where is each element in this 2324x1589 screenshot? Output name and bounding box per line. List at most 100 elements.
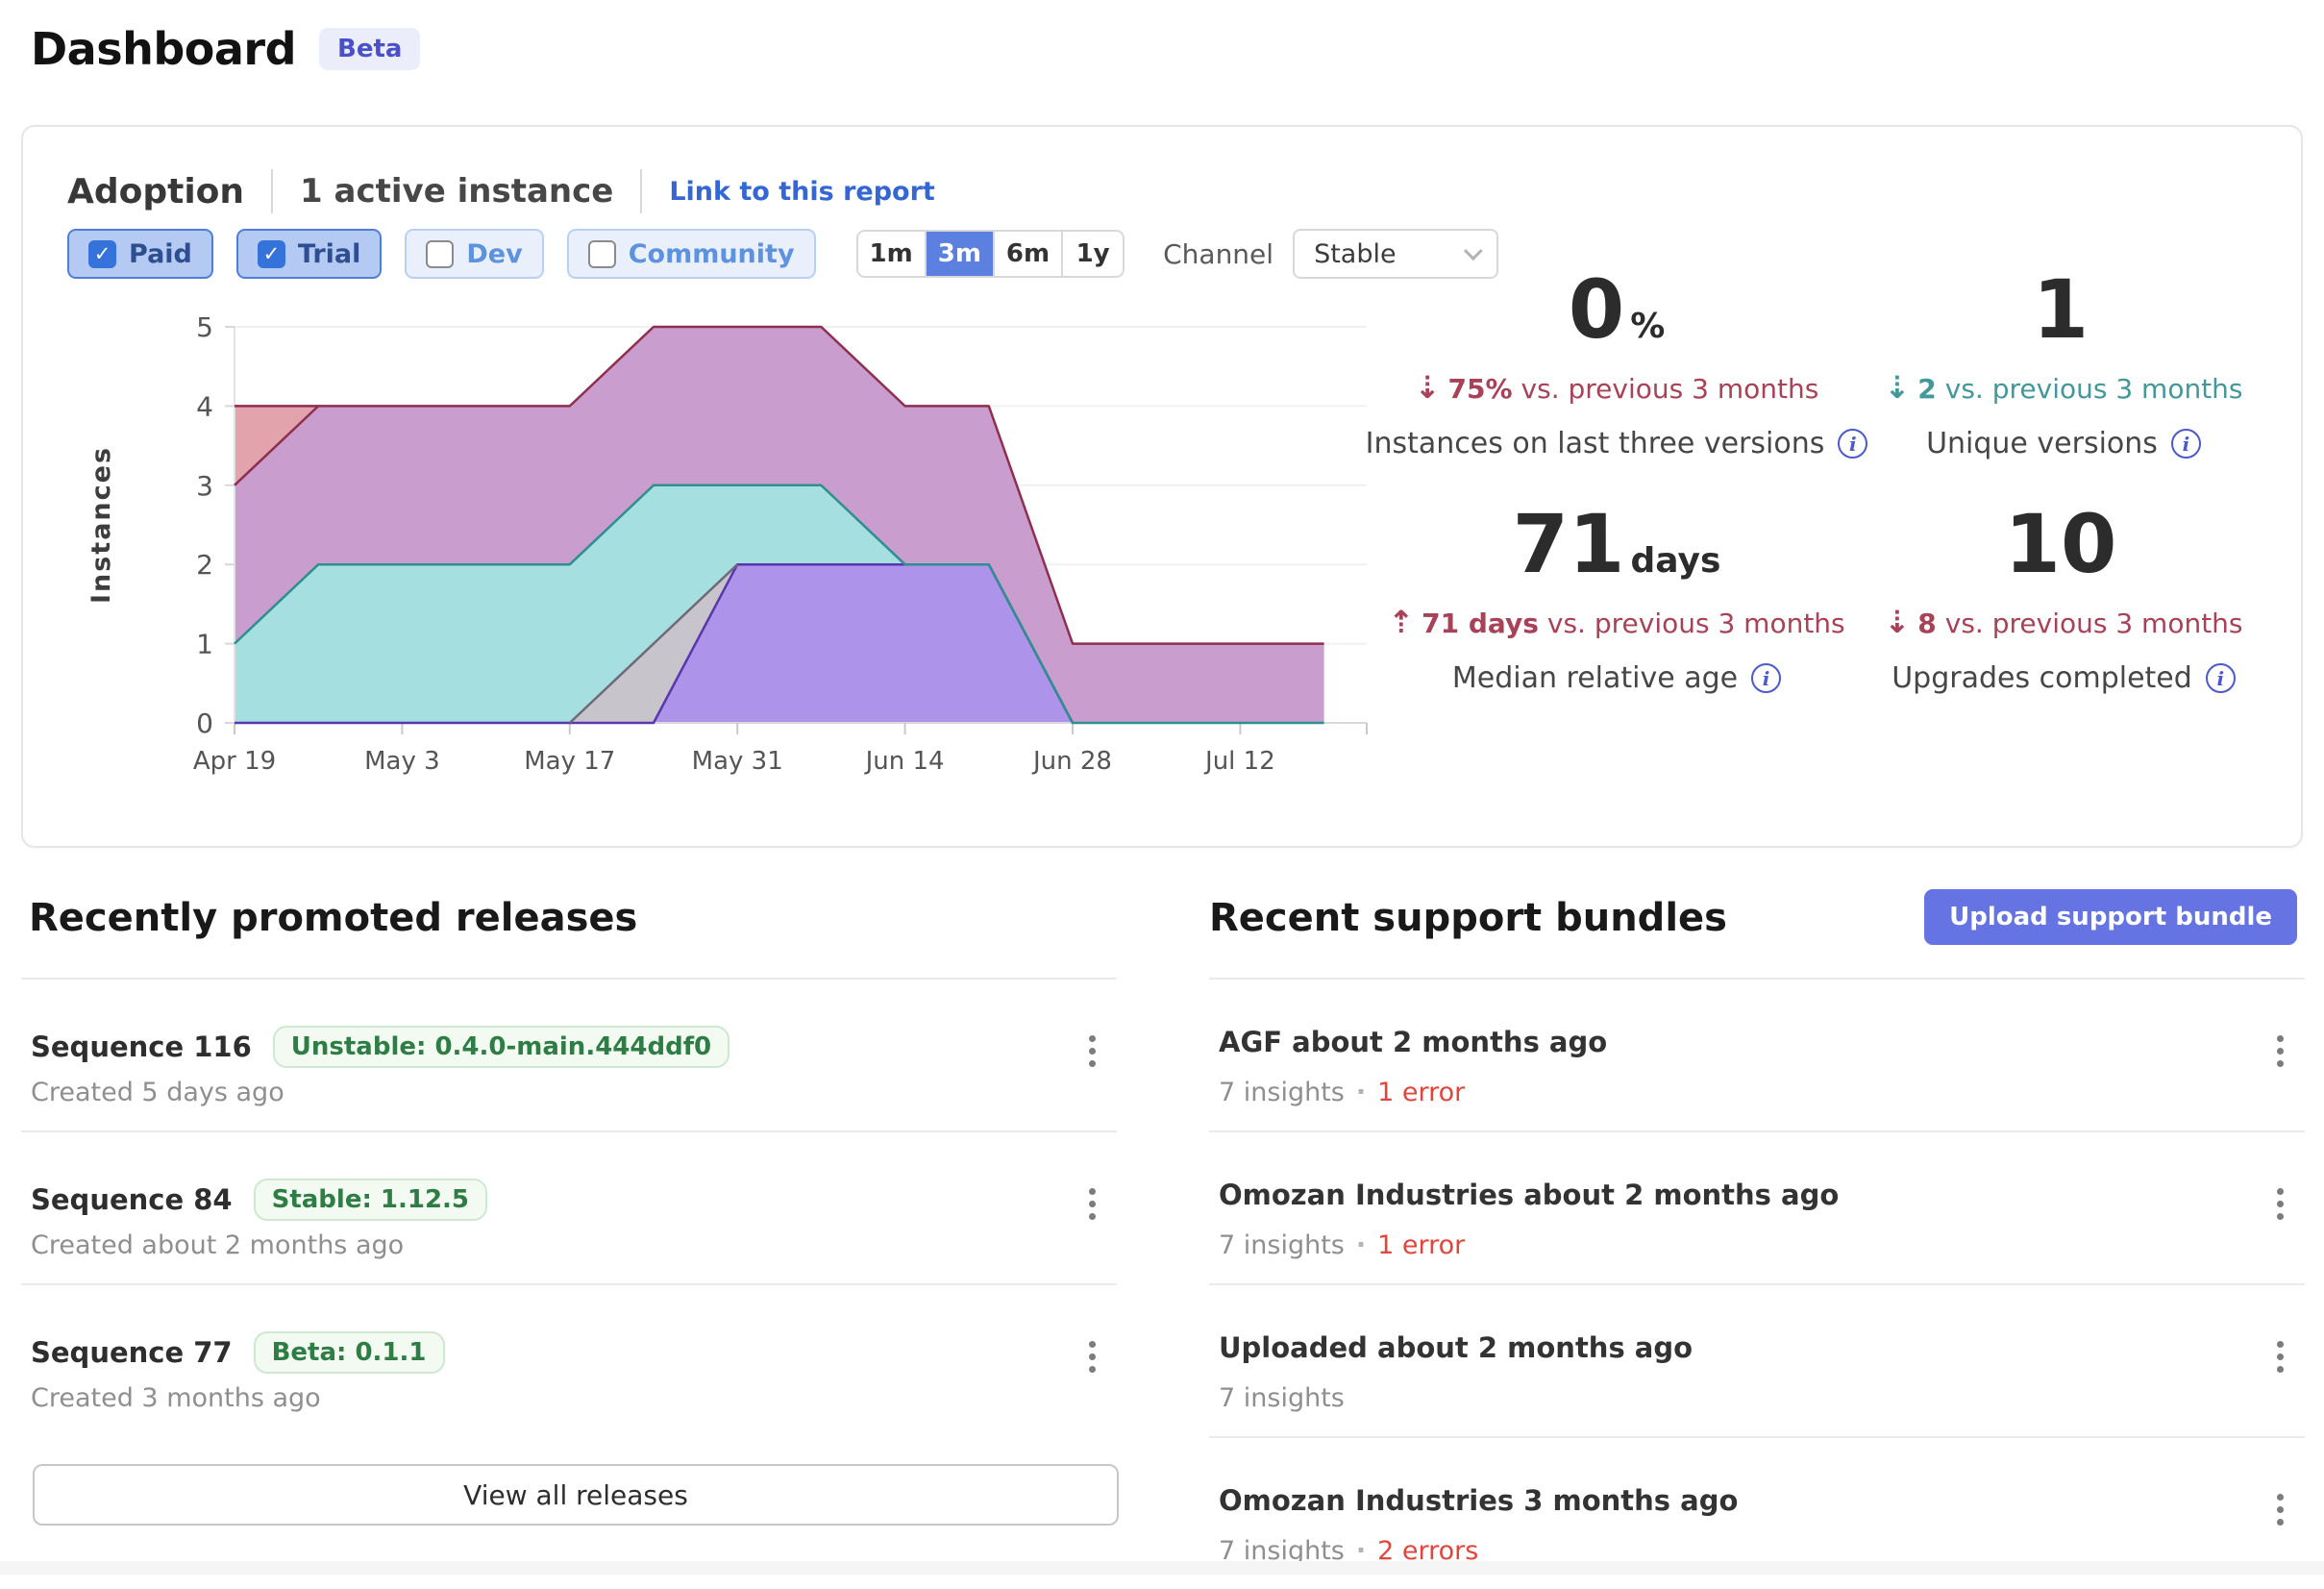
view-all-releases-button[interactable]: View all releases <box>33 1464 1119 1526</box>
bundle-title: AGF about 2 months ago <box>1219 1026 1608 1058</box>
release-created: Created 5 days ago <box>31 1078 284 1107</box>
trend-up-icon: ⇡ <box>1388 604 1415 640</box>
kebab-menu-icon[interactable] <box>2271 1182 2289 1226</box>
stat-value: 0% <box>1568 262 1666 357</box>
stat-median-relative-age: 71 days ⇡ 71 days vs. previous 3 months Med… <box>1319 504 1915 695</box>
stat-label: Unique versions i <box>1766 427 2324 460</box>
stat-value: 71 days <box>1512 497 1721 591</box>
svg-text:Jul 12: Jul 12 <box>1203 747 1275 776</box>
kebab-menu-icon[interactable] <box>1083 1182 1101 1226</box>
trend-down-icon: ⇣ <box>1884 604 1911 640</box>
svg-text:May 3: May 3 <box>364 747 440 776</box>
filter-chip-community[interactable]: Community <box>566 229 816 279</box>
bundle-title: Omozan Industries about 2 months ago <box>1219 1179 1840 1211</box>
release-badge: Beta: 0.1.1 <box>253 1331 445 1374</box>
stat-instances-last-three-versions: 0% ⇣ 75% vs. previous 3 months Instances o… <box>1319 269 1915 460</box>
release-created: Created about 2 months ago <box>31 1230 405 1260</box>
adoption-filter-row: ✓ Paid ✓ Trial Dev Community 1m 3m 6m 1y… <box>67 229 1499 279</box>
separator <box>640 169 643 213</box>
stat-label: Upgrades completed i <box>1766 661 2324 695</box>
upload-support-bundle-button[interactable]: Upload support bundle <box>1924 889 2297 945</box>
bundle-error-count: 1 error <box>1377 1230 1466 1260</box>
channel-value: Stable <box>1314 238 1397 269</box>
svg-text:May 31: May 31 <box>692 747 783 776</box>
range-button-6m[interactable]: 6m <box>992 232 1062 276</box>
page-title: Dashboard <box>31 23 297 75</box>
releases-heading: Recently promoted releases <box>29 896 638 940</box>
support-bundle-row: AGF about 2 months ago 7 insights · 1 erro… <box>1209 978 2305 1130</box>
kebab-menu-icon[interactable] <box>1083 1030 1101 1073</box>
checkbox-icon <box>587 239 616 268</box>
adoption-chart-wrap: 0 1 2 3 4 5 Apr 19 May 3 May 17 May 31 Jun 14 Jun 2… <box>79 305 1424 805</box>
bundle-title: Uploaded about 2 months ago <box>1219 1331 1694 1364</box>
svg-text:4: 4 <box>196 390 213 422</box>
stat-delta: ⇣ 8 vs. previous 3 months <box>1884 604 2243 640</box>
stat-label: Median relative age i <box>1319 661 1915 695</box>
svg-text:Jun 14: Jun 14 <box>864 747 945 776</box>
adoption-card-header: Adoption 1 active instance Link to this … <box>67 169 935 213</box>
bundle-title: Omozan Industries 3 months ago <box>1219 1484 1739 1517</box>
filter-label: Community <box>628 238 795 269</box>
filter-chip-trial[interactable]: ✓ Trial <box>235 229 383 279</box>
stat-delta: ⇣ 2 vs. previous 3 months <box>1884 369 2243 406</box>
svg-text:Apr 19: Apr 19 <box>193 747 276 776</box>
link-to-report[interactable]: Link to this report <box>669 176 935 207</box>
kebab-menu-icon[interactable] <box>1083 1335 1101 1378</box>
svg-text:Jun 28: Jun 28 <box>1031 747 1112 776</box>
release-badge: Unstable: 0.4.0-main.444ddf0 <box>272 1026 730 1068</box>
info-icon[interactable]: i <box>1751 663 1782 693</box>
range-button-1y[interactable]: 1y <box>1061 232 1124 276</box>
support-bundle-row: Omozan Industries about 2 months ago 7 i… <box>1209 1130 2305 1283</box>
release-name: Sequence 116 <box>31 1030 252 1063</box>
info-icon[interactable]: i <box>1838 429 1868 459</box>
active-instance-count: 1 active instance <box>300 172 614 211</box>
bundle-meta: 7 insights · 2 errors <box>1219 1536 1479 1566</box>
release-badge: Stable: 1.12.5 <box>253 1179 488 1221</box>
stat-upgrades-completed: 10 ⇣ 8 vs. previous 3 months Upgrades comp… <box>1766 504 2324 695</box>
range-button-3m[interactable]: 3m <box>924 232 993 276</box>
bundle-meta: 7 insights <box>1219 1383 1345 1413</box>
bundle-error-count: 1 error <box>1377 1078 1466 1107</box>
range-button-1m[interactable]: 1m <box>857 232 925 276</box>
bundle-meta: 7 insights · 1 error <box>1219 1078 1466 1107</box>
channel-select[interactable]: Stable <box>1293 229 1499 279</box>
trend-down-icon: ⇣ <box>1884 369 1911 406</box>
stat-value: 1 <box>2032 262 2089 357</box>
adoption-heading: Adoption <box>67 171 245 211</box>
adoption-area-chart: 0 1 2 3 4 5 Apr 19 May 3 May 17 May 31 Jun 14 Jun 2… <box>87 311 1368 776</box>
filter-chip-dev[interactable]: Dev <box>405 229 544 279</box>
checkbox-icon <box>426 239 455 268</box>
info-icon[interactable]: i <box>2205 663 2236 693</box>
checkbox-icon: ✓ <box>257 239 285 268</box>
support-bundles-list: AGF about 2 months ago 7 insights · 1 erro… <box>1209 978 2305 1589</box>
svg-text:5: 5 <box>196 311 213 343</box>
page-header: Dashboard Beta <box>31 23 421 75</box>
stat-label: Instances on last three versions i <box>1319 427 1915 460</box>
release-row: Sequence 116 Unstable: 0.4.0-main.444ddf… <box>21 978 1117 1130</box>
filter-label: Trial <box>297 238 361 269</box>
release-row: Sequence 77 Beta: 0.1.1 Created 3 months… <box>21 1283 1117 1436</box>
beta-badge: Beta <box>319 28 421 70</box>
stat-delta: ⇡ 71 days vs. previous 3 months <box>1388 604 1845 640</box>
stat-unique-versions: 1 ⇣ 2 vs. previous 3 months Unique version… <box>1766 269 2324 460</box>
releases-list: Sequence 116 Unstable: 0.4.0-main.444ddf… <box>21 978 1117 1436</box>
release-row: Sequence 84 Stable: 1.12.5 Created about… <box>21 1130 1117 1283</box>
svg-text:1: 1 <box>196 629 213 660</box>
release-name: Sequence 77 <box>31 1336 233 1369</box>
trend-down-icon: ⇣ <box>1414 369 1441 406</box>
checkbox-icon: ✓ <box>88 239 116 268</box>
below-fold-strip <box>0 1561 2324 1575</box>
support-bundles-heading: Recent support bundles <box>1209 896 1727 940</box>
svg-text:Instances: Instances <box>87 446 116 604</box>
kebab-menu-icon[interactable] <box>2271 1030 2289 1073</box>
bundle-meta: 7 insights · 1 error <box>1219 1230 1466 1260</box>
filter-chip-paid[interactable]: ✓ Paid <box>67 229 213 279</box>
support-bundle-row: Omozan Industries 3 months ago 7 insight… <box>1209 1436 2305 1589</box>
info-icon[interactable]: i <box>2170 429 2201 459</box>
kebab-menu-icon[interactable] <box>2271 1335 2289 1378</box>
svg-text:3: 3 <box>196 470 213 502</box>
kebab-menu-icon[interactable] <box>2271 1488 2289 1531</box>
support-bundle-row: Uploaded about 2 months ago 7 insights <box>1209 1283 2305 1436</box>
filter-label: Dev <box>466 238 523 269</box>
adoption-card: Adoption 1 active instance Link to this … <box>21 125 2303 848</box>
